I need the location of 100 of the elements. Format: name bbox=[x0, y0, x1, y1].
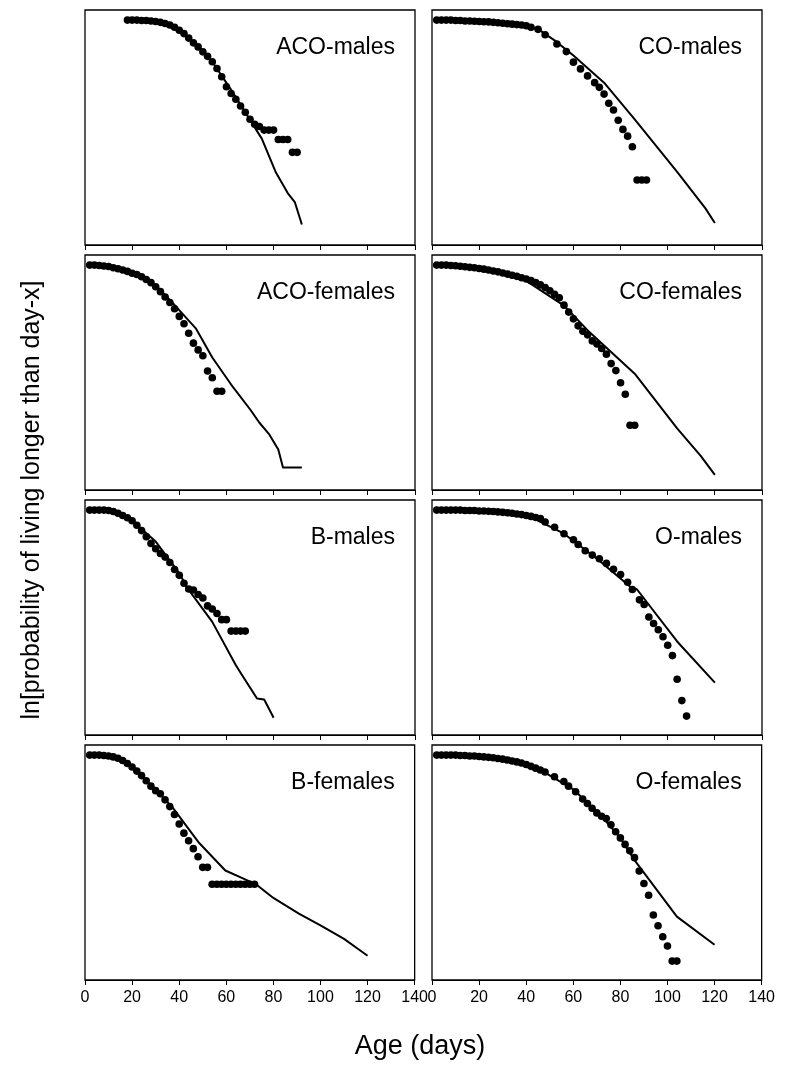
point bbox=[189, 39, 198, 47]
point bbox=[619, 125, 627, 134]
point bbox=[564, 308, 573, 316]
point bbox=[208, 57, 217, 66]
point bbox=[616, 378, 625, 387]
point bbox=[625, 846, 634, 855]
point bbox=[147, 539, 155, 548]
point bbox=[597, 344, 606, 353]
x-tick-label: 0 bbox=[427, 988, 437, 1006]
point bbox=[175, 820, 183, 828]
point bbox=[640, 600, 648, 609]
point bbox=[203, 863, 212, 872]
point bbox=[602, 559, 611, 568]
point bbox=[621, 840, 629, 849]
point bbox=[555, 293, 564, 302]
point bbox=[600, 90, 608, 98]
point bbox=[161, 553, 169, 561]
x-tick-label: 40 bbox=[517, 988, 536, 1006]
point bbox=[578, 795, 587, 803]
point bbox=[137, 771, 146, 780]
x-tick-label: 120 bbox=[701, 988, 728, 1006]
point bbox=[588, 551, 597, 559]
point bbox=[640, 879, 648, 888]
point bbox=[137, 526, 146, 535]
point bbox=[564, 782, 573, 790]
point bbox=[649, 911, 658, 919]
point bbox=[156, 287, 165, 296]
point bbox=[213, 64, 221, 73]
point bbox=[609, 106, 618, 114]
x-tick-label: 20 bbox=[123, 988, 142, 1006]
point bbox=[227, 89, 235, 98]
point bbox=[593, 340, 601, 348]
point bbox=[673, 957, 681, 965]
point bbox=[616, 570, 625, 579]
point bbox=[208, 605, 217, 613]
point bbox=[133, 521, 141, 529]
point bbox=[246, 115, 254, 124]
x-tick-label: 100 bbox=[307, 988, 334, 1006]
text: ACO-males bbox=[276, 33, 395, 60]
point bbox=[203, 52, 212, 61]
point bbox=[180, 579, 188, 588]
x-tick-label: 20 bbox=[470, 988, 489, 1006]
point bbox=[628, 142, 637, 151]
point bbox=[623, 578, 632, 587]
point bbox=[203, 367, 212, 375]
point bbox=[583, 799, 592, 808]
point bbox=[659, 632, 667, 641]
point bbox=[607, 821, 615, 829]
point bbox=[194, 590, 202, 599]
point bbox=[663, 942, 672, 950]
point bbox=[576, 65, 585, 73]
point bbox=[151, 282, 160, 291]
point bbox=[562, 47, 571, 56]
point bbox=[614, 116, 623, 124]
point bbox=[170, 810, 179, 819]
point bbox=[180, 29, 188, 38]
x-tick-label: 0 bbox=[80, 988, 90, 1006]
point bbox=[213, 609, 221, 618]
point bbox=[595, 83, 604, 92]
point bbox=[156, 790, 165, 798]
point bbox=[649, 619, 658, 628]
point bbox=[645, 613, 653, 621]
point bbox=[574, 322, 582, 330]
text: B-males bbox=[310, 523, 395, 550]
point bbox=[623, 132, 632, 140]
point bbox=[616, 834, 625, 842]
point bbox=[175, 571, 184, 580]
point bbox=[604, 99, 613, 108]
point bbox=[607, 359, 615, 368]
text: O-females bbox=[635, 768, 742, 795]
point bbox=[658, 933, 667, 941]
point bbox=[180, 829, 188, 837]
point bbox=[203, 602, 212, 610]
point bbox=[175, 312, 184, 321]
text: CO-females bbox=[619, 278, 742, 305]
x-tick-label: 60 bbox=[217, 988, 236, 1006]
point bbox=[541, 518, 549, 526]
x-tick-label: 60 bbox=[564, 988, 583, 1006]
point bbox=[161, 293, 169, 301]
point bbox=[569, 58, 578, 66]
point bbox=[180, 320, 188, 328]
point bbox=[609, 565, 618, 574]
y-axis-title: ln[probability of living longer than day-x] bbox=[15, 280, 45, 720]
point bbox=[128, 516, 136, 525]
point bbox=[527, 23, 535, 32]
point bbox=[194, 852, 202, 861]
x-tick-label: 80 bbox=[611, 988, 630, 1006]
point bbox=[602, 350, 611, 358]
point bbox=[678, 696, 686, 705]
point bbox=[621, 390, 630, 398]
point bbox=[550, 523, 559, 532]
point bbox=[569, 315, 578, 323]
point bbox=[668, 651, 677, 660]
point bbox=[583, 331, 592, 339]
point bbox=[128, 763, 136, 771]
x-tick-label: 100 bbox=[654, 988, 681, 1006]
point bbox=[170, 304, 179, 313]
point bbox=[571, 787, 580, 796]
point bbox=[628, 585, 637, 594]
point bbox=[574, 540, 582, 549]
